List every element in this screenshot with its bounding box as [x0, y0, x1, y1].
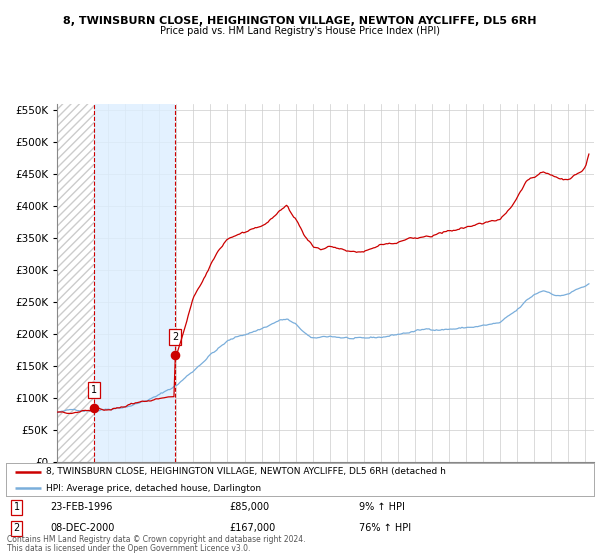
Text: £85,000: £85,000	[229, 502, 269, 512]
Text: This data is licensed under the Open Government Licence v3.0.: This data is licensed under the Open Gov…	[7, 544, 251, 553]
Point	[170, 351, 180, 360]
Text: 2: 2	[13, 523, 20, 533]
Point	[89, 403, 98, 412]
Text: Price paid vs. HM Land Registry's House Price Index (HPI): Price paid vs. HM Land Registry's House …	[160, 26, 440, 36]
Bar	[57, 104, 94, 462]
Text: 9% ↑ HPI: 9% ↑ HPI	[359, 502, 404, 512]
Bar	[94, 104, 175, 462]
Text: 76% ↑ HPI: 76% ↑ HPI	[359, 523, 411, 533]
Text: 1: 1	[91, 385, 97, 395]
Text: Contains HM Land Registry data © Crown copyright and database right 2024.: Contains HM Land Registry data © Crown c…	[7, 535, 306, 544]
Text: 8, TWINSBURN CLOSE, HEIGHINGTON VILLAGE, NEWTON AYCLIFFE, DL5 6RH (detached h: 8, TWINSBURN CLOSE, HEIGHINGTON VILLAGE,…	[46, 468, 446, 477]
Text: 2: 2	[172, 332, 178, 342]
Text: £167,000: £167,000	[229, 523, 275, 533]
Text: 08-DEC-2000: 08-DEC-2000	[50, 523, 115, 533]
Text: 1: 1	[14, 502, 20, 512]
Text: 8, TWINSBURN CLOSE, HEIGHINGTON VILLAGE, NEWTON AYCLIFFE, DL5 6RH: 8, TWINSBURN CLOSE, HEIGHINGTON VILLAGE,…	[63, 16, 537, 26]
Text: HPI: Average price, detached house, Darlington: HPI: Average price, detached house, Darl…	[46, 484, 261, 493]
Text: 23-FEB-1996: 23-FEB-1996	[50, 502, 112, 512]
